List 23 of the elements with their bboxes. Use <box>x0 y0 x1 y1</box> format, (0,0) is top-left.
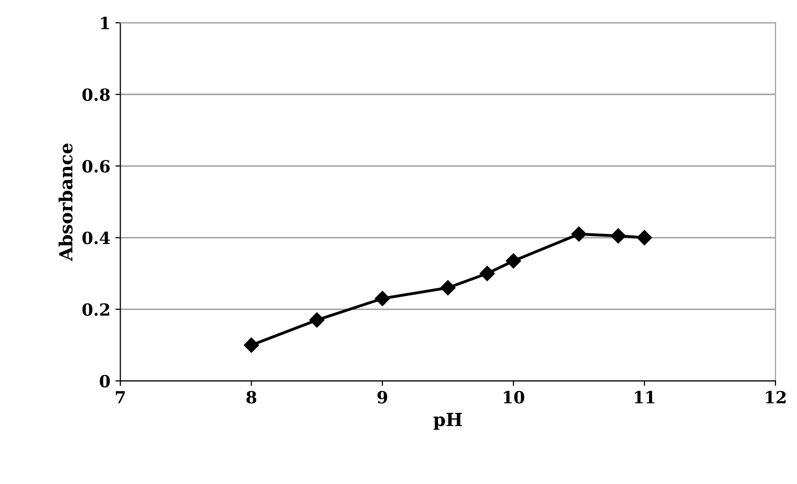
y-tick-label: 0 <box>100 374 110 388</box>
y-axis-title: Absorbance <box>58 144 73 262</box>
point <box>244 338 259 353</box>
y-tick-label: 1 <box>101 16 109 30</box>
x-tick-label: 12 <box>766 390 786 404</box>
point <box>440 280 456 296</box>
x-tick-label: 8 <box>246 390 256 404</box>
point <box>374 290 390 306</box>
point <box>571 226 587 242</box>
y-tick-label: 0.4 <box>82 232 110 244</box>
y-tick-label: 0.8 <box>82 88 110 101</box>
point <box>610 228 626 244</box>
point <box>309 312 324 328</box>
point <box>480 266 495 282</box>
x-tick-label: 10 <box>504 390 524 404</box>
x-axis-title: pH <box>433 412 462 430</box>
x-tick-label: 9 <box>378 390 388 404</box>
point <box>636 230 652 246</box>
point <box>506 253 521 268</box>
x-tick-label: 11 <box>634 390 654 404</box>
x-tick-label: 7 <box>116 391 125 404</box>
y-tick-label: 0.6 <box>82 160 110 173</box>
y-tick-label: 0.2 <box>82 303 110 316</box>
